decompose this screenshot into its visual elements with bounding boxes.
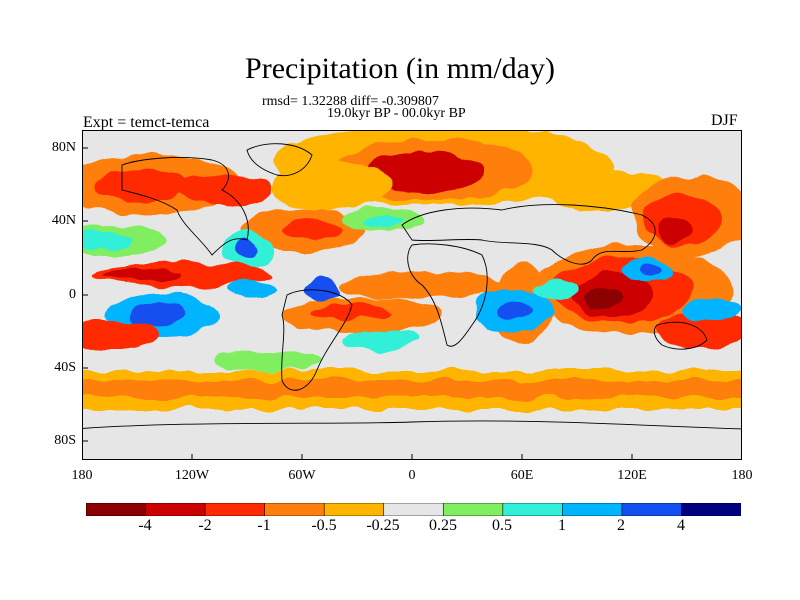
- colorbar-swatch: [621, 503, 683, 516]
- lat-label-0: 0: [69, 287, 76, 302]
- lon-label-180w: 180: [71, 468, 93, 483]
- colorbar-label: -2: [198, 517, 212, 534]
- experiment-label: Expt = temct-temca: [83, 114, 210, 131]
- lon-label-0: 0: [408, 468, 416, 483]
- colorbar-label: -0.25: [366, 517, 400, 534]
- colorbar-label: 0.25: [429, 517, 457, 534]
- lat-label-40n: 40N: [51, 213, 76, 228]
- colorbar-swatch: [264, 503, 325, 516]
- colorbar-label: 1: [558, 517, 566, 534]
- colorbar-swatch: [86, 503, 147, 516]
- map-title: Precipitation (in mm/day): [245, 52, 555, 85]
- colorbar-label: -4: [138, 517, 152, 534]
- colorbar-label: 2: [617, 517, 625, 534]
- precipitation-map: [82, 130, 742, 460]
- colorbar-swatch: [681, 503, 741, 516]
- colorbar-swatch: [145, 503, 206, 516]
- lon-label-180e: 180: [731, 468, 753, 483]
- lon-label-120e: 120E: [617, 468, 647, 483]
- lat-label-80s: 80S: [54, 433, 76, 448]
- coastlines: [82, 143, 742, 430]
- colorbar-swatch: [383, 503, 445, 516]
- colorbar-swatch: [323, 503, 385, 516]
- colorbar-swatch: [562, 503, 623, 516]
- colorbar-label: 4: [677, 517, 685, 534]
- lon-label-60w: 60W: [288, 468, 316, 483]
- colorbar-label: -1: [257, 517, 271, 534]
- season-label: DJF: [711, 112, 738, 129]
- colorbar-swatch: [442, 503, 504, 516]
- colorbar-swatch: [204, 503, 266, 516]
- lat-label-40s: 40S: [54, 360, 76, 375]
- stats-label: rmsd= 1.32288 diff= -0.309807: [262, 94, 439, 109]
- lon-label-60e: 60E: [510, 468, 534, 483]
- colorbar-label: -0.5: [311, 517, 337, 534]
- colorbar-label: 0.5: [492, 517, 512, 534]
- colorbar: [86, 503, 741, 516]
- colorbar-swatch: [502, 503, 564, 516]
- period-label: 19.0kyr BP - 00.0kyr BP: [327, 106, 466, 121]
- lon-label-120w: 120W: [174, 468, 210, 483]
- map-ticks: [82, 147, 633, 460]
- lat-label-80n: 80N: [51, 140, 76, 155]
